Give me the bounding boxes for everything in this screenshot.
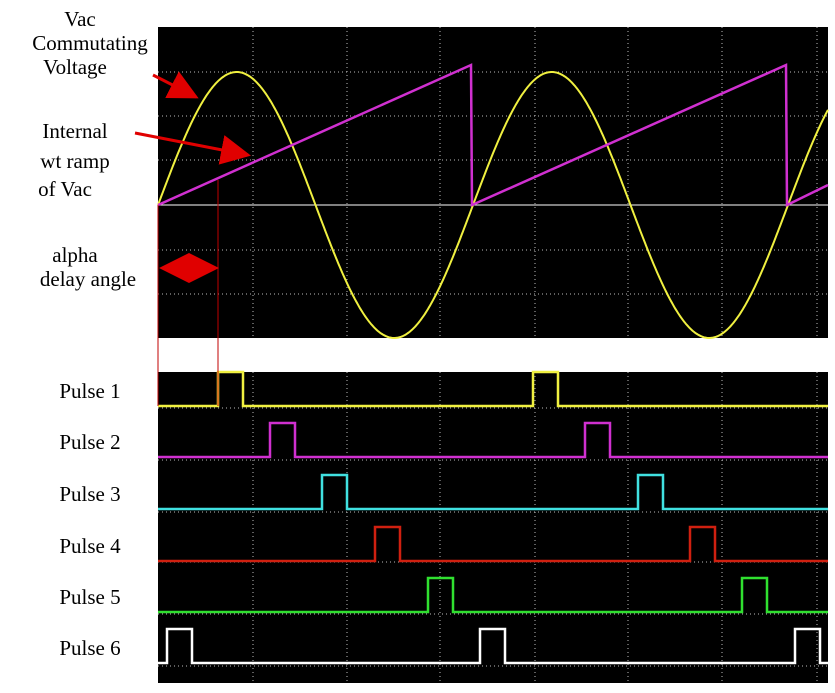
arrow [152, 71, 199, 99]
label: alpha [52, 243, 98, 267]
pulse-label: Pulse 6 [59, 636, 120, 660]
pulse-label: Pulse 3 [59, 482, 120, 506]
sine-wave [157, 71, 829, 339]
label: Voltage [43, 55, 107, 79]
pulse-label: Pulse 5 [59, 585, 120, 609]
label: delay angle [40, 267, 136, 291]
label: Vac [64, 7, 95, 31]
upper-scope [158, 27, 828, 338]
label: wt ramp [40, 149, 109, 173]
pulse-wave [158, 421, 828, 459]
arrow [134, 131, 251, 165]
pulse-wave [158, 473, 828, 511]
label: Internal [42, 119, 107, 143]
pulse-wave [158, 525, 828, 563]
pulse-wave [158, 627, 828, 665]
pulse-label: Pulse 1 [59, 379, 120, 403]
ramp-wave [157, 63, 829, 207]
labels: Vac Commutating Voltage Internal wt ramp… [32, 7, 148, 291]
pulse-labels: Pulse 1 Pulse 2 Pulse 3 Pulse 4 Pulse 5 Pulse… [59, 379, 121, 660]
pulse-label: Pulse 2 [59, 430, 120, 454]
label: of Vac [38, 177, 92, 201]
lower-scope [158, 372, 828, 683]
pulse-wave [158, 576, 828, 614]
label: Commutating [32, 31, 148, 55]
pulse-label: Pulse 4 [59, 534, 121, 558]
